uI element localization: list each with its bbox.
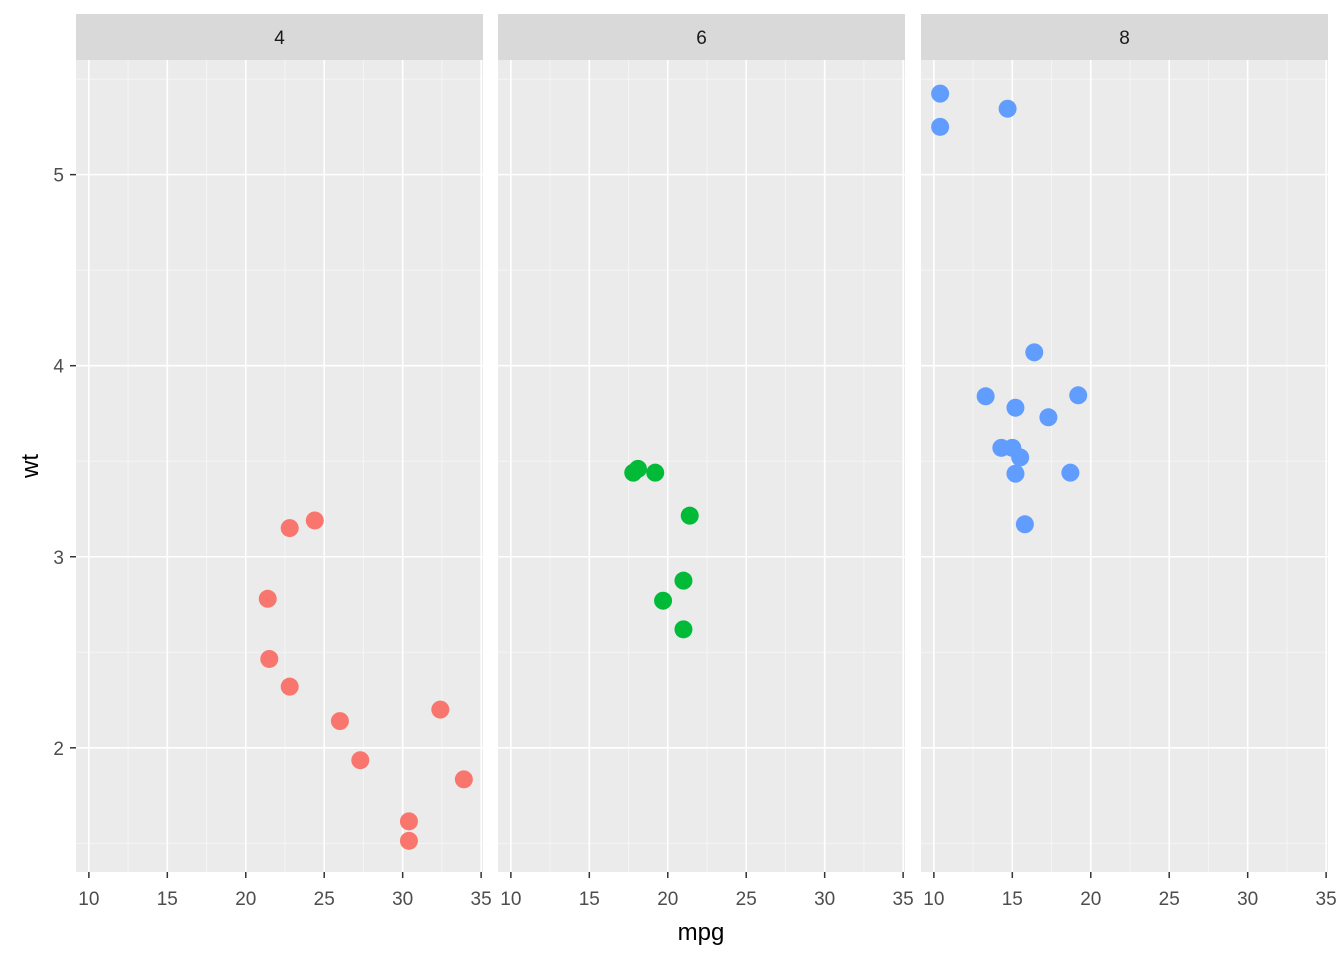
facet-panels: 4 10 15 20 25 30 35 6 10 15 20 25 30 35 8 10 15 20 25 30 35 bbox=[76, 14, 1337, 910]
x-tick-label: 25 bbox=[1159, 889, 1180, 910]
data-point bbox=[260, 649, 279, 668]
data-point bbox=[280, 519, 299, 538]
y-axis: 2 3 4 5 bbox=[53, 166, 76, 760]
x-tick-label: 30 bbox=[814, 889, 835, 910]
data-point bbox=[258, 589, 277, 608]
x-tick-label: 20 bbox=[1080, 889, 1101, 910]
data-point bbox=[931, 117, 950, 136]
y-axis-title: wt bbox=[17, 454, 44, 479]
data-point bbox=[431, 700, 450, 719]
x-tick-label: 15 bbox=[1002, 889, 1023, 910]
facet-strip-label: 4 bbox=[274, 28, 285, 49]
data-point bbox=[330, 712, 349, 731]
y-tick-label: 3 bbox=[53, 548, 64, 569]
facet-strip bbox=[921, 14, 1328, 60]
panel-background bbox=[498, 60, 905, 872]
data-point bbox=[1039, 408, 1058, 427]
data-point bbox=[1006, 398, 1025, 417]
x-tick-label: 20 bbox=[235, 889, 256, 910]
x-tick-label: 35 bbox=[1316, 889, 1337, 910]
x-axis-title: mpg bbox=[678, 919, 725, 946]
x-tick-label: 30 bbox=[392, 889, 413, 910]
data-point bbox=[305, 511, 324, 530]
facet-panel-4: 4 10 15 20 25 30 35 bbox=[76, 14, 492, 910]
x-tick-label: 25 bbox=[314, 889, 335, 910]
data-point bbox=[1003, 438, 1022, 457]
y-tick-label: 5 bbox=[53, 166, 64, 187]
data-point bbox=[998, 99, 1017, 118]
facet-strip-label: 8 bbox=[1119, 28, 1130, 49]
data-point bbox=[931, 84, 950, 103]
facet-panel-8: 8 10 15 20 25 30 35 bbox=[921, 14, 1337, 910]
x-tick-label: 30 bbox=[1237, 889, 1258, 910]
data-point bbox=[1025, 343, 1044, 362]
y-tick-label: 2 bbox=[53, 739, 64, 760]
x-tick-label: 10 bbox=[500, 889, 521, 910]
facet-strip-label: 6 bbox=[696, 28, 707, 49]
facet-strip bbox=[498, 14, 905, 60]
x-tick-label: 15 bbox=[579, 889, 600, 910]
data-point bbox=[280, 677, 299, 696]
x-tick-label: 25 bbox=[736, 889, 757, 910]
facet-panel-6: 6 10 15 20 25 30 35 bbox=[498, 14, 914, 910]
data-point bbox=[399, 831, 418, 850]
x-tick-label: 35 bbox=[893, 889, 914, 910]
data-point bbox=[1061, 463, 1080, 482]
x-tick-label: 15 bbox=[157, 889, 178, 910]
facet-strip bbox=[76, 14, 483, 60]
x-tick-label: 10 bbox=[78, 889, 99, 910]
data-point bbox=[646, 463, 665, 482]
x-tick-label: 20 bbox=[657, 889, 678, 910]
data-point bbox=[680, 506, 699, 525]
data-point bbox=[1015, 515, 1034, 534]
data-point bbox=[454, 770, 473, 789]
panel-background bbox=[76, 60, 483, 872]
data-point bbox=[624, 463, 643, 482]
data-point bbox=[976, 387, 995, 406]
data-point bbox=[1069, 386, 1088, 405]
x-tick-label: 35 bbox=[471, 889, 492, 910]
data-point bbox=[399, 812, 418, 831]
x-tick-label: 10 bbox=[923, 889, 944, 910]
data-point bbox=[654, 591, 673, 610]
y-tick-label: 4 bbox=[53, 357, 64, 378]
panel-background bbox=[921, 60, 1328, 872]
data-point bbox=[674, 571, 693, 590]
data-point bbox=[674, 620, 693, 639]
data-point bbox=[1006, 464, 1025, 483]
data-point bbox=[351, 751, 370, 770]
